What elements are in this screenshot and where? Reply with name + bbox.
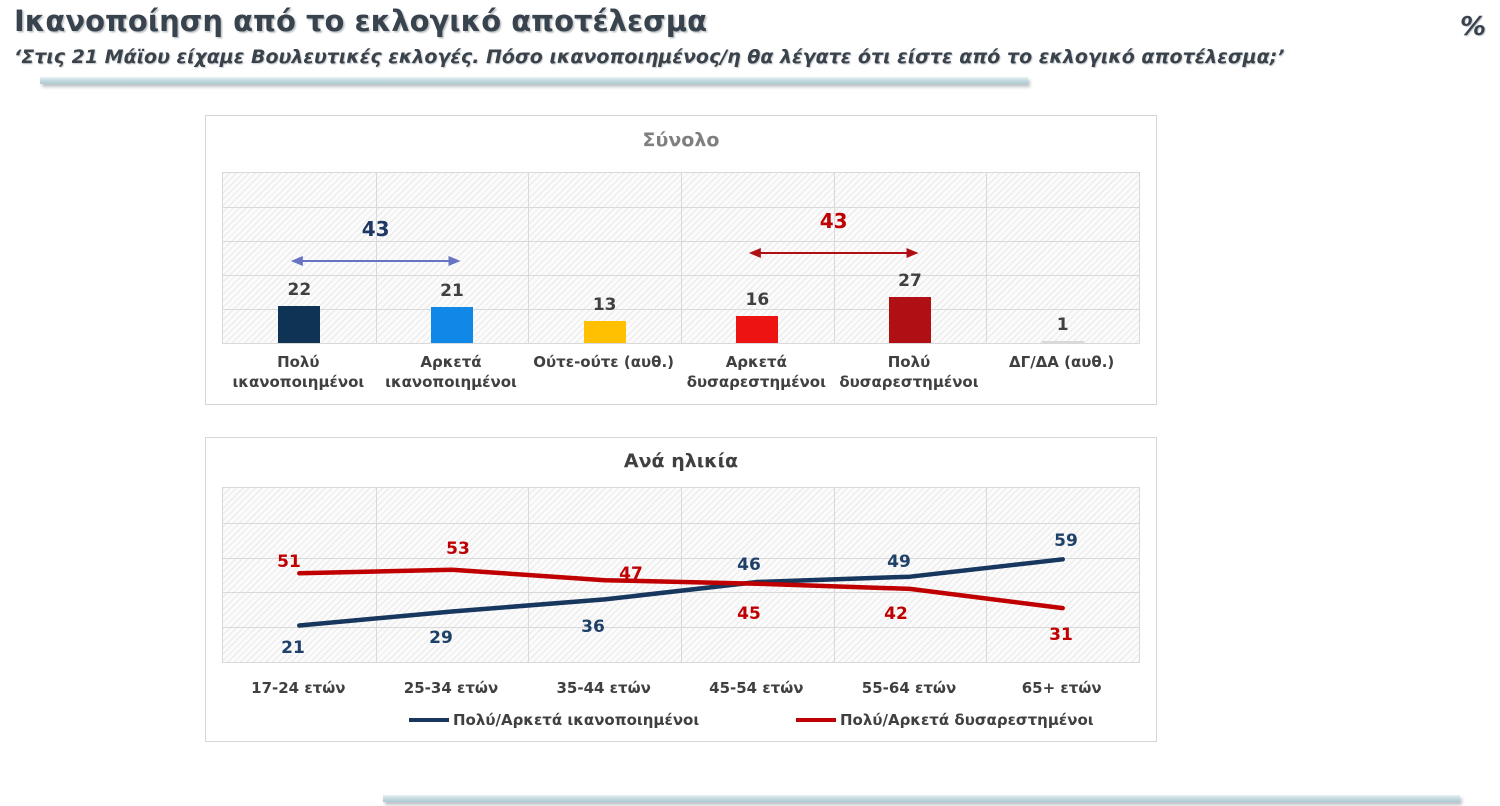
- grid-line-vertical: [986, 173, 988, 343]
- bar-value-label: 16: [745, 289, 770, 310]
- bar-1: [431, 307, 473, 343]
- total-chart-card: Σύνολο 22 21 13 16 27 1 43 43 Πολύ ικανοποιημέν…: [205, 115, 1157, 405]
- point-value-label: 42: [884, 604, 908, 624]
- survey-question-subtitle: ‘Στις 21 Μάϊου είχαμε Βουλευτικές εκλογέ…: [14, 46, 1285, 68]
- point-value-label: 49: [887, 552, 911, 572]
- bar-2: [583, 320, 626, 343]
- category-label: 35-44 ετών: [556, 679, 651, 697]
- grid-line-vertical: [681, 488, 682, 662]
- line-series: [297, 557, 1065, 628]
- byage-chart-title: Ανά ηλικία: [623, 450, 739, 472]
- grid-line-horizontal: [223, 309, 1139, 310]
- category-label: ΔΓ/ΔΑ (αυθ.): [1009, 353, 1115, 371]
- annotation-sum-label: 43: [361, 217, 390, 241]
- point-value-label: 31: [1049, 625, 1073, 645]
- bar-value-label: 21: [440, 281, 464, 302]
- percent-unit-label: %: [1459, 12, 1486, 42]
- satisfied-line-swatch-icon: [409, 718, 449, 722]
- point-value-label: 21: [281, 638, 305, 658]
- grid-line-horizontal: [223, 627, 1139, 629]
- byage-chart-card: Ανά ηλικία 21 29 36 46 49 59 51 53 47 45 42 31 Πολύ…: [205, 437, 1157, 742]
- bar-value-label: 22: [287, 279, 312, 300]
- category-label: 45-54 ετών: [709, 679, 804, 697]
- grid-line-vertical: [375, 488, 377, 662]
- point-value-label: 46: [737, 555, 761, 575]
- bar-value-label: 13: [592, 294, 617, 315]
- page-title: Ικανοποίηση από το εκλογικό αποτέλεσμα: [14, 4, 708, 38]
- point-value-label: 53: [446, 539, 470, 559]
- legend-label-satisfied: Πολύ/Αρκετά ικανοποιημένοι: [453, 711, 700, 729]
- grid-line-vertical: [986, 488, 988, 662]
- bar-5: [1041, 341, 1084, 343]
- grid-line-vertical: [528, 173, 530, 343]
- point-value-label: 36: [581, 617, 605, 637]
- legend-label-dissatisfied: Πολύ/Αρκετά δυσαρεστημένοι: [840, 711, 1094, 729]
- byage-legend: Πολύ/Αρκετά ικανοποιημένοι Πολύ/Αρκετά δ…: [206, 711, 1156, 735]
- grid-line-horizontal: [223, 207, 1139, 208]
- grid-line-vertical: [833, 173, 835, 343]
- grid-line-horizontal: [223, 241, 1139, 242]
- category-label: 25-34 ετών: [403, 679, 499, 697]
- byage-line-plot: 21 29 36 46 49 59 51 53 47 45 42 31: [222, 487, 1140, 663]
- grid-line-vertical: [375, 173, 377, 343]
- category-label: Πολύ δυσαρεστημένοι: [839, 353, 979, 391]
- total-chart-title: Σύνολο: [642, 129, 720, 151]
- annotation-sum-label: 43: [819, 209, 848, 233]
- annotation-arrows: [290, 248, 919, 266]
- dissatisfied-line-swatch-icon: [796, 718, 836, 722]
- bar-value-label: 27: [898, 271, 922, 292]
- header-divider-bar: [40, 77, 1028, 84]
- bar-value-label: 1: [1056, 315, 1069, 335]
- grid-line-vertical: [681, 173, 682, 343]
- point-value-label: 45: [737, 604, 761, 624]
- point-value-label: 51: [277, 552, 301, 572]
- bar-0: [278, 305, 321, 343]
- grid-line-horizontal: [223, 557, 1139, 559]
- total-bar-plot: 22 21 13 16 27 1 43 43: [222, 172, 1140, 344]
- point-value-label: 29: [429, 628, 453, 648]
- category-label: Αρκετά ικανοποιημένοι: [385, 353, 517, 391]
- bar-3: [736, 315, 779, 343]
- legend-item-satisfied: Πολύ/Αρκετά ικανοποιημένοι: [409, 711, 699, 729]
- category-label: Πολύ ικανοποιημένοι: [232, 353, 365, 391]
- grid-line-horizontal: [223, 522, 1139, 524]
- legend-item-dissatisfied: Πολύ/Αρκετά δυσαρεστημένοι: [796, 711, 1094, 729]
- bar-4: [889, 297, 931, 343]
- point-value-label: 59: [1054, 531, 1078, 551]
- grid-line-horizontal: [223, 275, 1139, 276]
- grid-line-vertical: [833, 488, 835, 662]
- category-label: 55-64 ετών: [861, 679, 957, 697]
- category-label: 17-24 ετών: [251, 679, 346, 697]
- category-label: Ούτε-ούτε (αυθ.): [533, 353, 675, 371]
- category-label: 65+ ετών: [1021, 679, 1102, 697]
- category-label: Αρκετά δυσαρεστημένοι: [686, 353, 826, 391]
- footer-divider-bar: [383, 795, 1460, 802]
